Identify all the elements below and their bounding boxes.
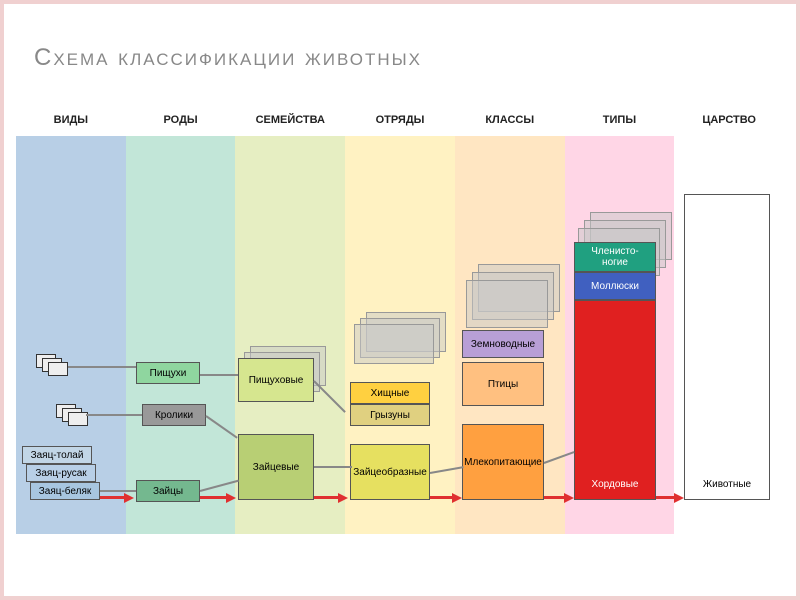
col-header: СЕМЕЙСТВА — [235, 104, 345, 136]
slide: Схема классификации животных ВИДЫ РОДЫ С… — [0, 0, 800, 600]
node-species-tolai: Заяц-толай — [22, 446, 92, 464]
node-order-zaytseobraznye: Зайцеобразные — [350, 444, 430, 500]
node-phylum-chlenistonogie: Членисто- ногие — [574, 242, 656, 272]
node-genus-kroliki: Кролики — [142, 404, 206, 426]
node-class-mlekopitayushchie: Млекопитающие — [462, 424, 544, 500]
node-family-zaytsevye: Зайцевые — [238, 434, 314, 500]
col-header: РОДЫ — [126, 104, 236, 136]
connector — [314, 466, 352, 468]
node-family-pishchuhovye: Пищуховые — [238, 358, 314, 402]
ghost-box — [466, 280, 548, 328]
node-species-belyak: Заяц-беляк — [30, 482, 100, 500]
connector — [68, 366, 136, 368]
col-header: КЛАССЫ — [455, 104, 565, 136]
col-genera: РОДЫ — [126, 104, 236, 534]
node-kingdom-zhivotnye: Животные — [684, 194, 770, 500]
node-class-zemnovodnye: Земноводные — [462, 330, 544, 358]
node-genus-zaytsy: Зайцы — [136, 480, 200, 502]
node-order-hishchnye: Хищные — [350, 382, 430, 404]
node-species-rusak: Заяц-русак — [26, 464, 96, 482]
node-genus-pishchuhi: Пищухи — [136, 362, 200, 384]
page-title: Схема классификации животных — [34, 44, 422, 72]
node-order-gryzuny: Грызуны — [350, 404, 430, 426]
classification-chart: ВИДЫ РОДЫ СЕМЕЙСТВА ОТРЯДЫ КЛАССЫ ТИПЫ — [16, 104, 784, 534]
connector — [200, 374, 238, 376]
col-header: ВИДЫ — [16, 104, 126, 136]
col-header: ТИПЫ — [565, 104, 675, 136]
ghost-box — [354, 324, 434, 364]
node-phylum-hordovye: Хордовые — [574, 300, 656, 500]
node-phylum-mollyuski: Моллюски — [574, 272, 656, 300]
node-class-ptitsy: Птицы — [462, 362, 544, 406]
connector — [86, 414, 142, 416]
col-header: ОТРЯДЫ — [345, 104, 455, 136]
col-header: ЦАРСТВО — [674, 104, 784, 136]
